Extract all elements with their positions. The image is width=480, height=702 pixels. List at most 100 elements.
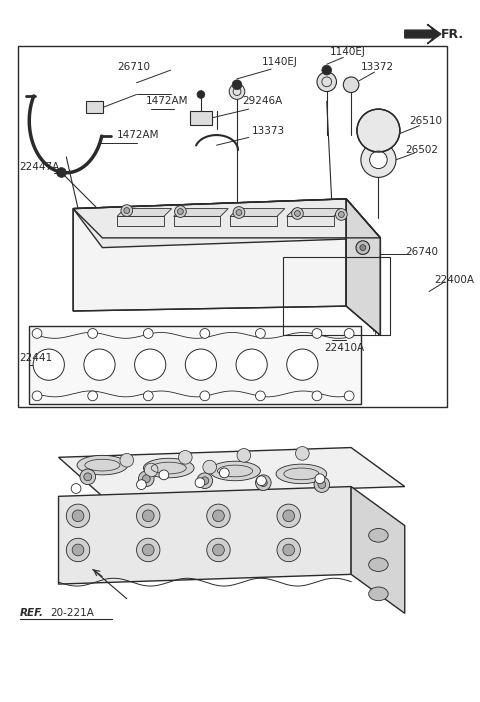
Circle shape [32,329,42,338]
Circle shape [283,510,295,522]
Circle shape [144,391,153,401]
Text: 1472AM: 1472AM [146,96,189,106]
Ellipse shape [210,461,261,481]
Circle shape [292,208,303,219]
Text: 1472AM: 1472AM [117,131,159,140]
Circle shape [236,210,242,216]
Circle shape [143,475,150,483]
Circle shape [136,504,160,527]
Circle shape [356,241,370,254]
Circle shape [219,468,229,478]
Circle shape [312,391,322,401]
Ellipse shape [369,587,388,601]
Ellipse shape [369,529,388,542]
Circle shape [139,471,154,486]
Circle shape [296,446,309,461]
Polygon shape [405,25,441,44]
Circle shape [237,449,251,462]
Circle shape [143,544,154,556]
Bar [283,258,390,336]
Text: REF.: REF. [20,609,44,618]
Circle shape [66,538,90,562]
Circle shape [255,391,265,401]
Circle shape [201,477,209,484]
Circle shape [255,329,265,338]
Circle shape [233,206,245,218]
Circle shape [175,206,186,218]
Circle shape [287,349,318,380]
Circle shape [315,474,325,484]
Circle shape [322,65,332,75]
Polygon shape [230,216,277,226]
Circle shape [343,77,359,93]
Circle shape [256,476,266,486]
Circle shape [144,329,153,338]
Polygon shape [73,199,380,248]
Circle shape [124,208,130,213]
Text: 1140EJ: 1140EJ [330,46,366,57]
Circle shape [84,349,115,380]
Ellipse shape [369,558,388,571]
Circle shape [229,84,245,100]
Text: 29246A: 29246A [242,96,282,106]
Polygon shape [117,208,172,216]
Text: 22410A: 22410A [324,343,364,353]
Polygon shape [287,216,334,226]
Circle shape [88,329,97,338]
Circle shape [32,391,42,401]
Ellipse shape [276,464,327,484]
Circle shape [361,143,396,178]
Bar [18,46,447,406]
Circle shape [197,91,205,98]
Circle shape [121,205,132,216]
Text: 22441: 22441 [20,353,53,363]
Circle shape [370,151,387,168]
Circle shape [80,469,96,484]
Circle shape [200,391,210,401]
Text: 13373: 13373 [252,126,285,135]
Circle shape [203,461,216,474]
Circle shape [277,504,300,527]
Bar [29,326,361,404]
Polygon shape [230,208,285,216]
Text: 20-221A: 20-221A [51,609,95,618]
Circle shape [255,475,271,491]
Circle shape [134,349,166,380]
Circle shape [213,544,224,556]
Text: 26502: 26502 [405,145,438,155]
Circle shape [197,473,213,489]
Circle shape [338,211,344,218]
Circle shape [283,544,295,556]
Bar [190,111,212,125]
Circle shape [88,391,97,401]
Circle shape [136,538,160,562]
Ellipse shape [144,458,194,478]
Polygon shape [174,216,220,226]
Circle shape [236,349,267,380]
Polygon shape [59,486,351,584]
Circle shape [143,510,154,522]
Circle shape [213,510,224,522]
Circle shape [277,538,300,562]
Circle shape [344,391,354,401]
Circle shape [259,479,267,486]
Polygon shape [117,216,164,226]
Bar [86,101,103,113]
Circle shape [33,349,64,380]
Circle shape [317,72,336,91]
Text: FR.: FR. [441,27,464,41]
Circle shape [318,481,326,489]
Circle shape [71,484,81,494]
Circle shape [357,109,400,152]
Circle shape [178,208,183,214]
Ellipse shape [77,456,128,475]
Circle shape [72,544,84,556]
Circle shape [185,349,216,380]
Circle shape [66,504,90,527]
Circle shape [84,473,92,481]
Circle shape [120,453,133,467]
Circle shape [344,329,354,338]
Text: 22400A: 22400A [434,274,474,285]
Polygon shape [59,448,405,496]
Circle shape [207,538,230,562]
